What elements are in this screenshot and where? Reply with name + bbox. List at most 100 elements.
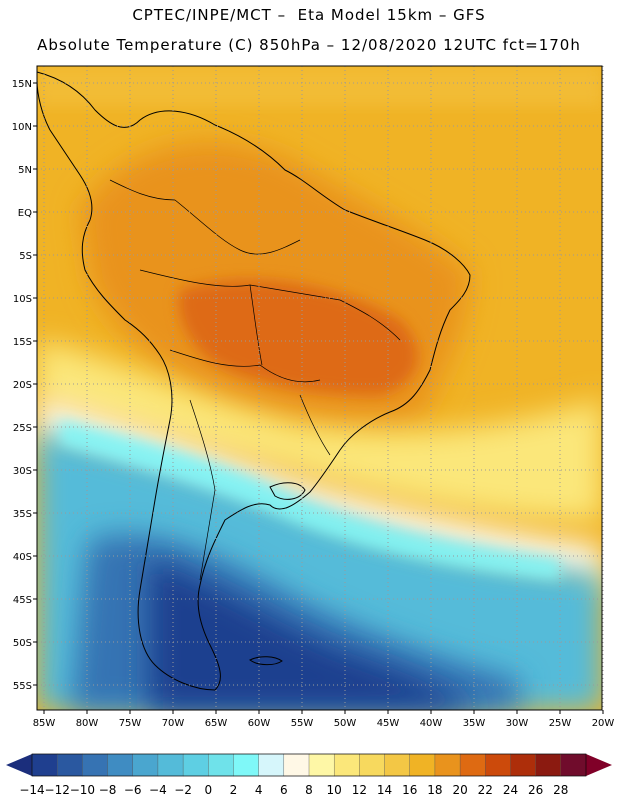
field-coldest-core [150, 560, 480, 710]
colorbar-label: −2 [174, 783, 192, 797]
colorbar-label: 8 [305, 783, 313, 797]
map-frame [36, 65, 603, 711]
gridlines [37, 66, 604, 710]
colorbar-swatch [157, 753, 184, 777]
field-transition-band [37, 395, 602, 590]
colorbar-swatch [132, 753, 159, 777]
colorbar-swatch [485, 753, 511, 777]
latitude-labels: 15N 10N 5N EQ 5S 10S 15S 20S 25S 30S 35S 40S 45S 50S 5… [12, 79, 37, 692]
lagoon-outline [269, 482, 306, 500]
lon-label: 50W [334, 718, 357, 729]
coastlines [36, 71, 471, 691]
colorbar-swatch [459, 753, 486, 777]
colorbar-label: 24 [503, 783, 518, 797]
border-2 [174, 199, 301, 255]
colorbar-swatch [560, 753, 587, 777]
colorbar-label: 4 [255, 783, 263, 797]
colorbar-swatch [258, 753, 285, 777]
colorbar-label: 20 [452, 783, 467, 797]
lat-label: 5S [19, 251, 32, 262]
lat-label: EQ [18, 208, 32, 219]
lat-label: 40S [13, 552, 32, 563]
lon-label: 85W [33, 718, 56, 729]
colorbar-swatch [107, 753, 134, 777]
lat-label: 5N [18, 165, 32, 176]
colorbar-swatch [535, 753, 562, 777]
lat-label: 50S [13, 638, 32, 649]
lon-label: 20W [592, 718, 615, 729]
colorbar: −14 −12 −10 −8 −6 −4 −2 0 2 4 6 8 10 12 14 16 18 20 22 24 26… [6, 753, 612, 797]
border-6 [299, 394, 331, 456]
field-cyan-tongue [60, 420, 560, 580]
colorbar-arrow-low [6, 754, 32, 776]
border-4 [189, 399, 216, 581]
colorbar-swatch [409, 753, 436, 777]
colorbar-swatch [208, 753, 234, 777]
colorbar-arrow-high [586, 754, 612, 776]
colorbar-swatch [333, 753, 360, 777]
colorbar-swatch [82, 753, 109, 777]
lon-label: 55W [291, 718, 314, 729]
colorbar-swatches [31, 753, 587, 777]
colorbar-label: 10 [327, 783, 342, 797]
colorbar-swatch [308, 753, 335, 777]
chart-title-line2: Absolute Temperature (C) 850hPa – 12/08/… [37, 36, 581, 54]
colorbar-label: −10 [70, 783, 95, 797]
colorbar-label: 14 [377, 783, 392, 797]
colorbar-label: 18 [427, 783, 442, 797]
colorbar-labels: −14 −12 −10 −8 −6 −4 −2 0 2 4 6 8 10 12 14 16 18 20 22 24 26… [19, 783, 568, 797]
lat-label: 15N [12, 79, 32, 90]
lat-label: 35S [13, 509, 32, 520]
lat-label: 45S [13, 595, 32, 606]
temperature-map: 15N 10N 5N EQ 5S 10S 15S 20S 25S 30S 35S 40S 45S 50S 5… [12, 65, 615, 729]
colorbar-swatch [510, 753, 537, 777]
colorbar-swatch [283, 753, 310, 777]
colorbar-swatch [384, 753, 411, 777]
colorbar-label: −4 [149, 783, 167, 797]
lat-label: 30S [13, 466, 32, 477]
colorbar-label: 26 [528, 783, 543, 797]
lon-label: 75W [119, 718, 142, 729]
lon-label: 65W [205, 718, 228, 729]
border-5 [249, 284, 263, 366]
lat-label: 15S [13, 337, 32, 348]
field-north-edge [37, 66, 602, 106]
lon-label: 25W [549, 718, 572, 729]
temperature-field [37, 66, 602, 710]
lon-label: 40W [420, 718, 443, 729]
colorbar-label: 16 [402, 783, 417, 797]
lat-label: 20S [13, 380, 32, 391]
border-7 [109, 179, 176, 201]
lon-label: 30W [506, 718, 529, 729]
colorbar-swatch [56, 753, 83, 777]
colorbar-label: 28 [553, 783, 568, 797]
lat-label: 25S [13, 423, 32, 434]
colorbar-label: −14 [19, 783, 44, 797]
field-subtropical-band [37, 340, 602, 520]
colorbar-swatch [434, 753, 461, 777]
colorbar-swatch [182, 753, 209, 777]
colorbar-label: 0 [204, 783, 212, 797]
colorbar-label: 2 [230, 783, 238, 797]
border-3 [169, 349, 321, 383]
country-borders [109, 179, 401, 581]
colorbar-label: 12 [352, 783, 367, 797]
lon-label: 35W [463, 718, 486, 729]
lon-label: 70W [162, 718, 185, 729]
border-8 [339, 299, 401, 341]
colorbar-label: −8 [99, 783, 117, 797]
longitude-labels: 85W 80W 75W 70W 65W 60W 55W 50W 45W 40W 35W 30W 25W 2… [33, 710, 615, 729]
lon-label: 80W [76, 718, 99, 729]
chart-title-line1: CPTEC/INPE/MCT – Eta Model 15km – GFS [132, 6, 486, 24]
colorbar-swatch [233, 753, 260, 777]
falkland-islands [249, 656, 283, 666]
colorbar-swatch [31, 753, 58, 777]
lon-label: 45W [377, 718, 400, 729]
lon-label: 60W [248, 718, 271, 729]
lat-label: 55S [13, 681, 32, 692]
colorbar-label: −6 [124, 783, 142, 797]
lat-label: 10N [12, 122, 32, 133]
colorbar-label: 22 [478, 783, 493, 797]
colorbar-label: 6 [280, 783, 288, 797]
colorbar-frame [31, 753, 587, 777]
